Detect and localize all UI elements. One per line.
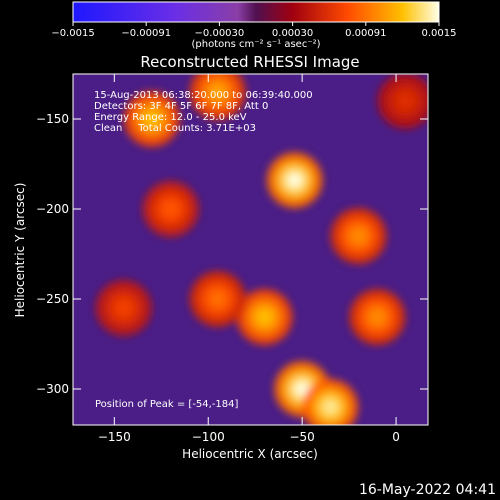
x-tick-label: 0 — [392, 430, 400, 444]
colorbar-gradient — [72, 1, 440, 23]
annotation-detectors: Detectors: 3F 4F 5F 6F 7F 8F, Att 0 — [94, 101, 268, 112]
heatmap-region — [210, 85, 225, 99]
colorbar-tick-label: 0.0015 — [422, 28, 457, 39]
heatmap-region — [370, 310, 385, 324]
y-tick-label: −200 — [36, 202, 69, 216]
heatmap-image — [95, 74, 428, 425]
annotation-peak-position: Position of Peak = [-54,-184] — [95, 399, 239, 410]
x-tick-label: −150 — [98, 430, 131, 444]
annotation-counts: Clean Total Counts: 3.71E+03 — [94, 123, 256, 134]
axis-ticks: −150 −100 −50 0 −150 −200 −250 −300 — [36, 74, 428, 444]
colorbar-ticks: −0.0015 −0.00091 −0.00030 0.00030 0.00091 0.0… — [51, 22, 457, 39]
heatmap-region — [257, 310, 272, 324]
heatmap-region — [210, 292, 225, 306]
plot-frame — [72, 73, 429, 426]
heatmap-region — [163, 202, 178, 216]
colorbar-tick-label: −0.00091 — [121, 28, 171, 39]
colorbar-tick-label: −0.00030 — [195, 28, 245, 39]
y-tick-label: −150 — [36, 112, 69, 126]
heatmap-region — [351, 229, 366, 243]
heatmap-region — [116, 301, 131, 315]
heatmap-plot-area: −150 −100 −50 0 −150 −200 −250 −300 — [36, 73, 429, 444]
heatmap-region — [144, 112, 159, 126]
x-tick-label: −100 — [192, 430, 225, 444]
y-tick-label: −250 — [36, 292, 69, 306]
chart-title: Reconstructed RHESSI Image — [140, 53, 359, 71]
colorbar: −0.0015 −0.00091 −0.00030 0.00030 0.00091 0.0… — [51, 1, 457, 50]
x-tick-label: −50 — [289, 430, 314, 444]
render-timestamp: 16-May-2022 04:41 — [359, 482, 496, 498]
colorbar-units: (photons cm⁻² s⁻¹ asec⁻²) — [191, 39, 320, 50]
x-axis-label: Heliocentric X (arcsec) — [182, 447, 318, 461]
heatmap-region — [287, 173, 302, 188]
colorbar-tick-label: −0.0015 — [51, 28, 94, 39]
heatmap-region — [295, 382, 310, 396]
annotation-energy-range: Energy Range: 12.0 - 25.0 keV — [94, 112, 247, 123]
heatmap-region — [398, 94, 413, 108]
colorbar-tick-label: 0.00091 — [345, 28, 386, 39]
y-tick-label: −300 — [36, 382, 69, 396]
annotation-block: 15-Aug-2013 06:38:20.000 to 06:39:40.000… — [94, 90, 313, 410]
colorbar-tick-label: 0.00030 — [272, 28, 313, 39]
annotation-time-range: 15-Aug-2013 06:38:20.000 to 06:39:40.000 — [94, 90, 313, 101]
heatmap-region — [323, 400, 338, 414]
y-axis-label: Heliocentric Y (arcsec) — [13, 183, 27, 318]
